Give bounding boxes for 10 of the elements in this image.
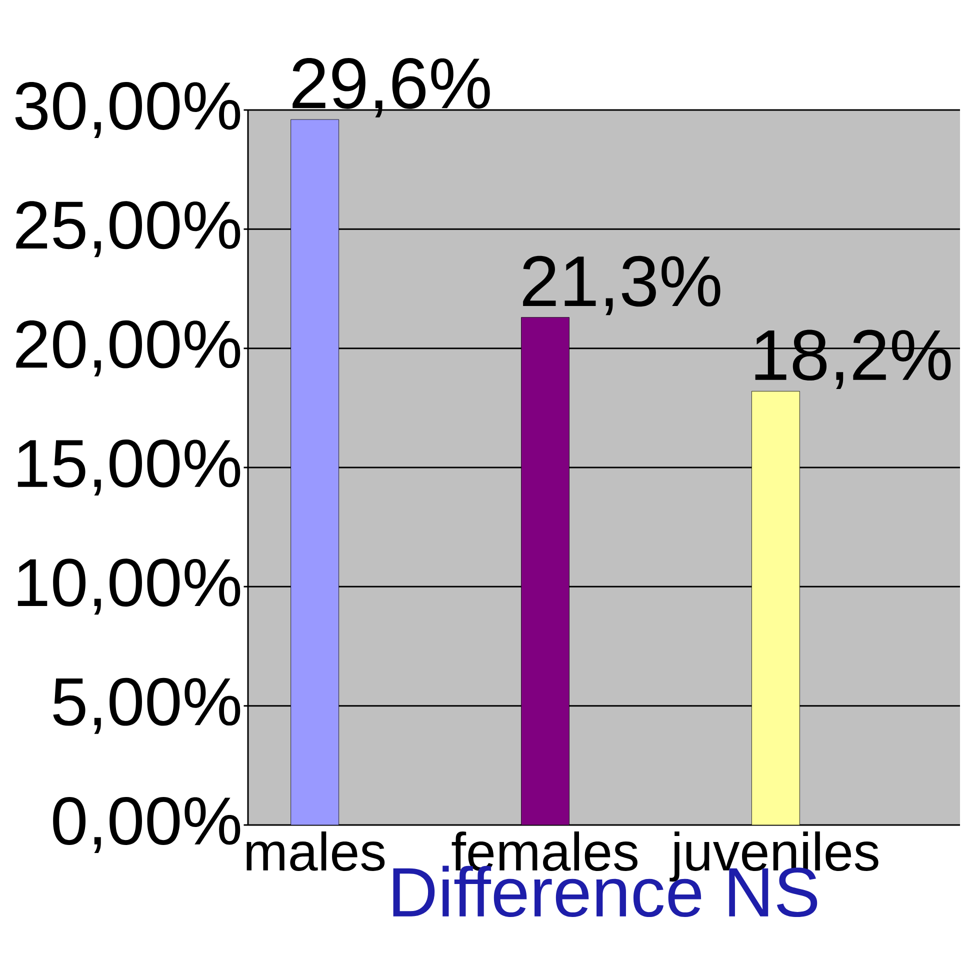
- data-label: 29,6%: [292, 58, 490, 118]
- y-tick-label: 5,00%: [53, 678, 240, 734]
- y-tick-label: 25,00%: [16, 201, 240, 258]
- y-tick-label: 10,00%: [18, 558, 240, 615]
- x-tick-label: males: [246, 831, 385, 871]
- y-tick-label: 30,00%: [15, 82, 240, 138]
- y-tick-label: 20,00%: [16, 320, 240, 376]
- data-label: 21,3%: [523, 256, 720, 316]
- y-tick-label: 0,00%: [53, 797, 240, 853]
- y-tick-label: 15,00%: [18, 440, 240, 496]
